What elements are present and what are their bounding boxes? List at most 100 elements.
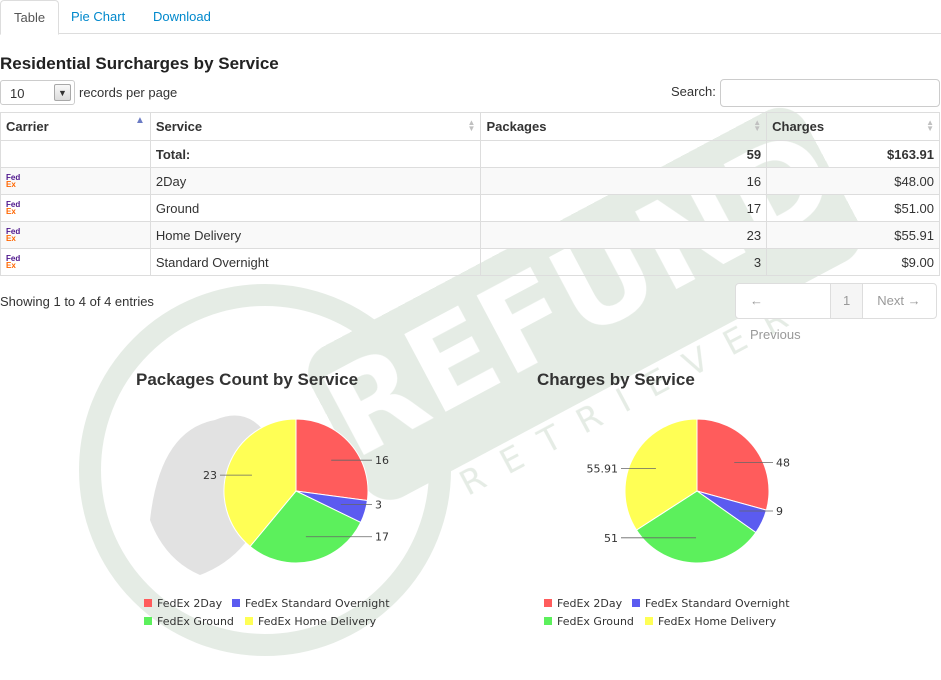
- column-header-label: Packages: [486, 119, 547, 134]
- pie-slice[interactable]: [249, 490, 362, 564]
- legend-label: FedEx Home Delivery: [658, 615, 777, 628]
- charges-cell: $9.00: [766, 248, 940, 276]
- packages-cell: 16: [480, 167, 768, 195]
- pie-chart-charges: 48 9 51 55.91: [587, 418, 790, 564]
- legend-item[interactable]: FedEx Ground: [544, 615, 634, 628]
- carrier-cell: Fed Ex: [0, 194, 151, 222]
- service-cell: Home Delivery: [149, 221, 482, 249]
- pie-slice-label: 3: [375, 499, 382, 512]
- legend-label: FedEx Ground: [557, 615, 634, 628]
- records-per-page-select[interactable]: 10 ▼: [0, 80, 75, 105]
- pie-slice-label: 17: [375, 531, 389, 544]
- legend-item[interactable]: FedEx Standard Overnight: [232, 597, 390, 610]
- total-carrier-cell: [0, 140, 151, 168]
- chevron-down-icon: ▼: [54, 84, 71, 101]
- next-page-button[interactable]: Next →: [877, 293, 921, 308]
- legend-swatch: [632, 599, 640, 607]
- table-row: Fed Ex Ground 17 $51.00: [0, 194, 940, 222]
- legend-charges: FedEx 2Day FedEx Standard Overnight FedE…: [544, 597, 814, 631]
- pie-slice[interactable]: [696, 418, 770, 511]
- total-label: Total:: [149, 140, 482, 168]
- legend-swatch: [144, 617, 152, 625]
- legend-label: FedEx Ground: [157, 615, 234, 628]
- table-header-row: Carrier ▲ Service ▲ ▼ Packages ▲ ▼ Charges ▲ ▼: [0, 112, 940, 141]
- column-header-label: Service: [155, 119, 203, 134]
- tab-table[interactable]: Table: [0, 0, 60, 35]
- legend-swatch: [544, 617, 552, 625]
- legend-label: FedEx 2Day: [557, 597, 623, 610]
- fedex-logo-icon: Fed Ex: [6, 253, 21, 270]
- sort-ascending-icon: ▲: [134, 115, 145, 126]
- column-header-label: Carrier: [6, 119, 49, 134]
- sort-icon: ▲ ▼: [753, 118, 762, 133]
- pie-slice[interactable]: [295, 418, 369, 502]
- total-packages: 59: [480, 140, 768, 168]
- table-row: Fed Ex 2Day 16 $48.00: [0, 167, 940, 195]
- legend-item[interactable]: FedEx Ground: [144, 615, 234, 628]
- tab-download[interactable]: Download: [153, 9, 211, 24]
- pie-slice-label: 16: [375, 454, 389, 467]
- pie-slice-label: 9: [776, 505, 783, 518]
- legend-swatch: [232, 599, 240, 607]
- previous-page-button[interactable]: ← Previous: [736, 284, 831, 342]
- column-header-label: Charges: [772, 119, 825, 134]
- legend-item[interactable]: FedEx Standard Overnight: [632, 597, 790, 610]
- column-header-charges[interactable]: Charges ▲ ▼: [766, 112, 940, 141]
- legend-item[interactable]: FedEx Home Delivery: [245, 615, 376, 628]
- legend-swatch: [245, 617, 253, 625]
- search-input[interactable]: [720, 79, 940, 107]
- records-per-page-value: 10: [10, 86, 25, 101]
- service-cell: Standard Overnight: [149, 248, 482, 276]
- service-cell: 2Day: [149, 167, 482, 195]
- page-1-button[interactable]: 1: [831, 284, 864, 318]
- carrier-cell: Fed Ex: [0, 167, 151, 195]
- legend-item[interactable]: FedEx 2Day: [144, 597, 222, 610]
- sort-icon: ▲ ▼: [926, 118, 934, 133]
- packages-cell: 3: [480, 248, 768, 276]
- fedex-logo-icon: Fed Ex: [6, 172, 21, 189]
- column-header-packages[interactable]: Packages ▲ ▼: [480, 112, 768, 141]
- pie-slice-label: 23: [203, 469, 217, 482]
- total-charges: $163.91: [766, 140, 940, 168]
- legend-item[interactable]: FedEx 2Day: [544, 597, 622, 610]
- pie-slice-label: 51: [604, 532, 618, 545]
- pie-slice[interactable]: [635, 490, 757, 564]
- search-label: Search:: [671, 84, 716, 99]
- pie-chart-packages: 16 3 17 23: [203, 418, 389, 564]
- records-per-page-label: records per page: [79, 85, 178, 100]
- charges-cell: $48.00: [766, 167, 940, 195]
- legend-label: FedEx 2Day: [157, 597, 223, 610]
- pie-slice[interactable]: [624, 418, 698, 531]
- legend-label: FedEx Standard Overnight: [645, 597, 790, 610]
- legend-swatch: [645, 617, 653, 625]
- legend-label: FedEx Home Delivery: [258, 615, 377, 628]
- legend-packages: FedEx 2Day FedEx Standard Overnight FedE…: [144, 597, 414, 631]
- column-header-service[interactable]: Service ▲ ▼: [149, 112, 482, 141]
- tab-pie-chart[interactable]: Pie Chart: [71, 9, 126, 24]
- pagination: ← Previous 1 Next →: [735, 283, 938, 342]
- legend-swatch: [144, 599, 152, 607]
- packages-cell: 23: [480, 221, 768, 249]
- chart-title-charges: Charges by Service: [537, 370, 695, 389]
- sort-icon: ▲ ▼: [467, 118, 476, 133]
- table-row: Fed Ex Home Delivery 23 $55.91: [0, 221, 940, 249]
- chart-title-packages: Packages Count by Service: [136, 370, 359, 389]
- carrier-cell: Fed Ex: [0, 248, 151, 276]
- surcharge-table: Carrier ▲ Service ▲ ▼ Packages ▲ ▼ Charges ▲ ▼ …: [0, 112, 940, 276]
- pie-slice-label: 48: [776, 457, 790, 470]
- legend-item[interactable]: FedEx Home Delivery: [645, 615, 776, 628]
- table-row: Fed Ex Standard Overnight 3 $9.00: [0, 248, 940, 276]
- packages-cell: 17: [480, 194, 768, 222]
- table-info: Showing 1 to 4 of 4 entries: [0, 294, 154, 309]
- pie-slice-label: 55.91: [587, 463, 619, 476]
- charges-cell: $51.00: [766, 194, 940, 222]
- service-cell: Ground: [149, 194, 482, 222]
- charges-cell: $55.91: [766, 221, 940, 249]
- fedex-logo-icon: Fed Ex: [6, 199, 21, 216]
- legend-label: FedEx Standard Overnight: [245, 597, 390, 610]
- tab-bar: Table Pie Chart Download: [0, 0, 941, 35]
- carrier-cell: Fed Ex: [0, 221, 151, 249]
- pie-slice[interactable]: [223, 418, 297, 548]
- total-row: Total: 59 $163.91: [0, 140, 940, 168]
- column-header-carrier[interactable]: Carrier ▲: [0, 112, 151, 141]
